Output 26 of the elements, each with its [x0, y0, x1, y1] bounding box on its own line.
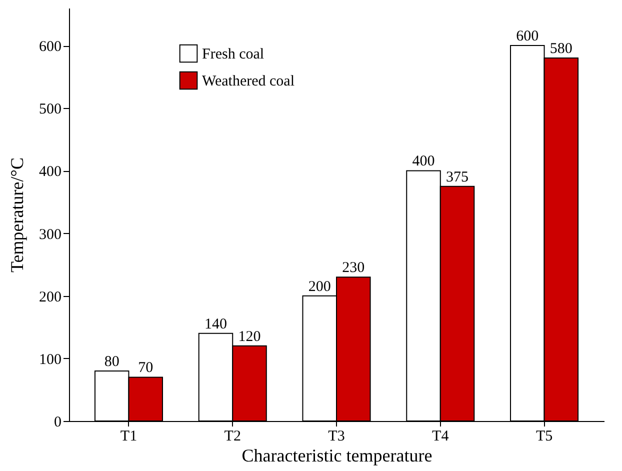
legend-label: Weathered coal: [202, 74, 294, 90]
y-tick-label: 500: [39, 102, 62, 118]
x-tick-label: T3: [328, 428, 345, 444]
y-tick-label: 300: [39, 226, 62, 243]
data-label: 230: [342, 260, 365, 276]
y-tick-label: 200: [39, 289, 62, 306]
data-label: 200: [308, 278, 331, 295]
x-tick-label: T4: [432, 428, 450, 444]
data-label: 600: [516, 28, 539, 45]
x-tick-label: T2: [224, 428, 241, 444]
legend-label: Fresh coal: [202, 46, 264, 62]
data-label: 375: [446, 169, 469, 186]
data-label: 120: [238, 328, 261, 345]
y-axis-title: Temperature/°C: [7, 158, 27, 272]
data-label: 140: [204, 316, 227, 332]
x-axis-title: Characteristic temperature: [242, 446, 432, 466]
x-tick-label: T1: [120, 428, 138, 444]
x-tick-label: T5: [536, 428, 553, 444]
data-label: 80: [104, 354, 120, 370]
y-tick-label: 0: [54, 414, 62, 430]
y-tick-label: 600: [39, 39, 62, 56]
y-tick-label: 400: [39, 164, 62, 180]
data-label: 70: [138, 360, 154, 376]
data-label: 400: [412, 154, 435, 170]
y-tick-label: 100: [39, 352, 62, 368]
data-label: 580: [550, 41, 572, 58]
